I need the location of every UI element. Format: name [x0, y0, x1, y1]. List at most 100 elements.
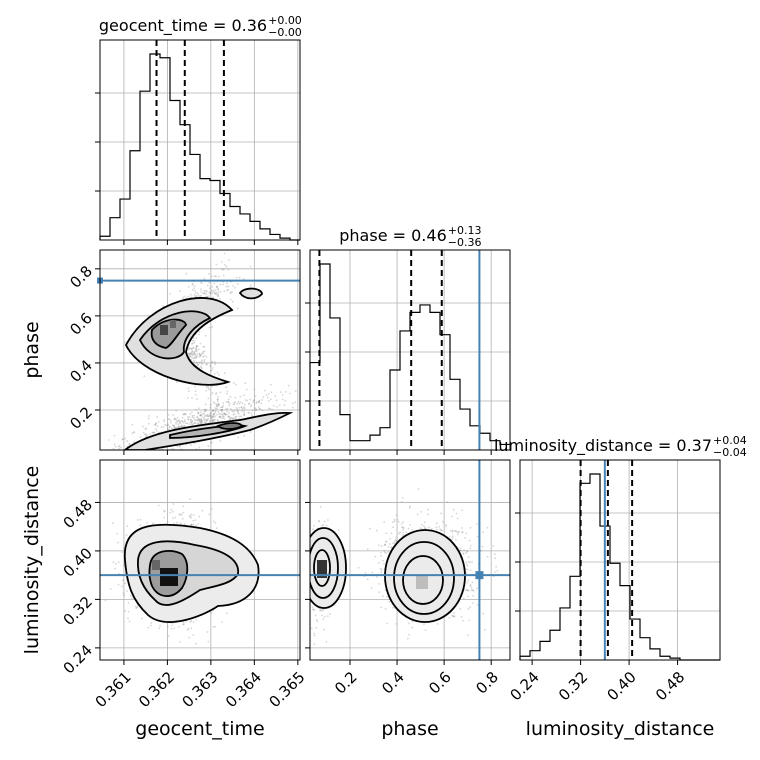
scatter-phase-geocent_time-sample	[121, 438, 124, 441]
scatter-phase-geocent_time-sample	[229, 417, 231, 420]
scatter-phase-geocent_time-sample	[228, 404, 231, 407]
scatter-phase-geocent_time-sample	[283, 404, 286, 406]
scatter-luminosity_distance-phase-sample	[304, 538, 306, 540]
scatter-phase-geocent_time-sample	[248, 403, 250, 405]
scatter-phase-geocent_time-sample	[173, 418, 176, 421]
scatter-phase-geocent_time-sample	[195, 292, 197, 294]
scatter-phase-geocent_time-sample	[136, 452, 138, 454]
scatter-phase-geocent_time-sample	[206, 419, 208, 421]
scatter-phase-geocent_time-sample	[145, 452, 147, 454]
scatter-phase-geocent_time-sample	[233, 382, 235, 384]
scatter-luminosity_distance-geocent_time-sample	[188, 636, 191, 639]
scatter-phase-geocent_time-sample	[193, 357, 196, 359]
scatter-luminosity_distance-phase-sample	[312, 528, 314, 531]
scatter-phase-geocent_time-sample	[75, 467, 77, 469]
scatter-phase-geocent_time-sample	[198, 419, 201, 422]
scatter-phase-geocent_time-sample	[217, 288, 219, 290]
scatter-phase-geocent_time-sample	[148, 422, 150, 425]
scatter-luminosity_distance-geocent_time-sample	[121, 579, 124, 582]
scatter-phase-geocent_time-sample	[210, 441, 213, 443]
hist-luminosity_distance-steps	[519, 473, 720, 661]
scatter-phase-geocent_time-sample	[144, 433, 146, 436]
scatter-phase-geocent_time-sample	[209, 290, 212, 293]
scatter-phase-geocent_time-sample	[195, 347, 197, 350]
scatter-phase-geocent_time-sample	[142, 451, 144, 453]
scatter-phase-geocent_time-sample	[216, 286, 218, 288]
scatter-phase-geocent_time-sample	[216, 407, 219, 410]
scatter-phase-geocent_time-sample	[204, 403, 207, 406]
scatter-phase-geocent_time-contours	[123, 287, 294, 450]
scatter-phase-geocent_time-sample	[190, 293, 192, 296]
scatter-luminosity_distance-geocent_time-sample	[187, 627, 190, 630]
scatter-phase-geocent_time-sample	[192, 422, 195, 425]
scatter-phase-geocent_time-sample	[194, 356, 197, 359]
scatter-phase-geocent_time-sample	[158, 457, 160, 459]
scatter-phase-geocent_time-sample	[226, 410, 229, 413]
scatter-phase-geocent_time-sample	[170, 421, 172, 424]
scatter-phase-geocent_time-sample	[181, 420, 184, 423]
scatter-phase-geocent_time-sample	[210, 369, 213, 371]
scatter-phase-geocent_time-sample	[238, 415, 241, 418]
scatter-phase-geocent_time-sample	[194, 390, 197, 393]
scatter-phase-geocent_time-sample	[212, 409, 215, 412]
scatter-luminosity_distance-geocent_time-sample	[226, 612, 229, 615]
scatter-phase-geocent_time-sample	[235, 415, 238, 418]
scatter-phase-geocent_time-sample	[238, 406, 241, 409]
scatter-phase-geocent_time-sample	[251, 409, 254, 412]
scatter-phase-geocent_time-sample	[162, 305, 165, 308]
scatter-phase-geocent_time-sample	[203, 410, 206, 413]
scatter-luminosity_distance-phase-sample	[319, 609, 321, 612]
scatter-luminosity_distance-geocent_time-density-peak	[160, 568, 178, 586]
scatter-phase-geocent_time-sample	[217, 291, 220, 293]
scatter-phase-geocent_time-sample	[107, 454, 109, 456]
scatter-phase-geocent_time-sample	[88, 477, 90, 479]
scatter-luminosity_distance-geocent_time-sample	[171, 622, 174, 625]
scatter-phase-geocent_time-sample	[294, 390, 297, 392]
scatter-phase-geocent_time-sample	[189, 421, 192, 424]
scatter-luminosity_distance-geocent_time-sample	[214, 522, 217, 524]
scatter-phase-geocent_time-sample	[178, 445, 181, 448]
scatter-phase-geocent_time-sample	[191, 414, 194, 417]
scatter-phase-geocent_time-sample	[200, 414, 202, 417]
scatter-phase-geocent_time-sample	[251, 414, 253, 417]
scatter-phase-geocent_time-sample	[215, 293, 218, 296]
scatter-phase-geocent_time-sample	[207, 415, 209, 417]
scatter-phase-geocent_time-sample	[203, 415, 206, 418]
scatter-phase-geocent_time-sample	[153, 431, 155, 434]
scatter-phase-geocent_time-sample	[255, 408, 258, 411]
scatter-phase-geocent_time-sample	[152, 431, 155, 434]
scatter-phase-geocent_time-sample	[117, 453, 119, 455]
scatter-phase-geocent_time-sample	[207, 386, 209, 388]
scatter-phase-geocent_time-sample	[235, 276, 238, 279]
scatter-phase-geocent_time-sample	[197, 418, 200, 421]
scatter-phase-geocent_time-sample	[196, 453, 198, 455]
scatter-phase-geocent_time-sample	[151, 431, 154, 434]
scatter-luminosity_distance-geocent_time-sample	[159, 624, 162, 627]
scatter-phase-geocent_time-sample	[167, 423, 169, 426]
scatter-phase-geocent_time-sample	[249, 398, 252, 401]
scatter-phase-geocent_time-sample	[168, 425, 171, 428]
scatter-phase-geocent_time-sample	[203, 292, 206, 295]
scatter-phase-geocent_time-sample	[191, 342, 194, 344]
scatter-phase-geocent_time-sample	[281, 398, 284, 401]
scatter-phase-geocent_time-sample	[222, 402, 225, 405]
scatter-luminosity_distance-geocent_time-sample	[180, 513, 183, 516]
scatter-phase-geocent_time-sample	[192, 337, 195, 339]
scatter-phase-geocent_time-sample	[221, 408, 224, 411]
scatter-phase-geocent_time-sample	[231, 410, 233, 412]
scatter-phase-geocent_time-sample	[188, 423, 190, 425]
scatter-phase-geocent_time-sample	[211, 296, 214, 299]
scatter-phase-geocent_time-sample	[213, 282, 216, 285]
scatter-phase-geocent_time-sample	[156, 425, 159, 428]
scatter-phase-geocent_time-sample	[210, 289, 213, 292]
scatter-phase-geocent_time-sample	[226, 282, 229, 285]
scatter-phase-geocent_time-sample	[119, 461, 121, 463]
scatter-phase-geocent_time-sample	[151, 454, 153, 456]
scatter-phase-geocent_time-sample	[211, 415, 214, 417]
scatter-phase-geocent_time-sample	[243, 434, 246, 437]
scatter-phase-geocent_time-sample	[188, 416, 191, 418]
scatter-phase-geocent_time-sample	[183, 420, 186, 423]
scatter-phase-geocent_time-sample	[289, 392, 291, 395]
scatter-phase-geocent_time-sample	[151, 456, 153, 458]
